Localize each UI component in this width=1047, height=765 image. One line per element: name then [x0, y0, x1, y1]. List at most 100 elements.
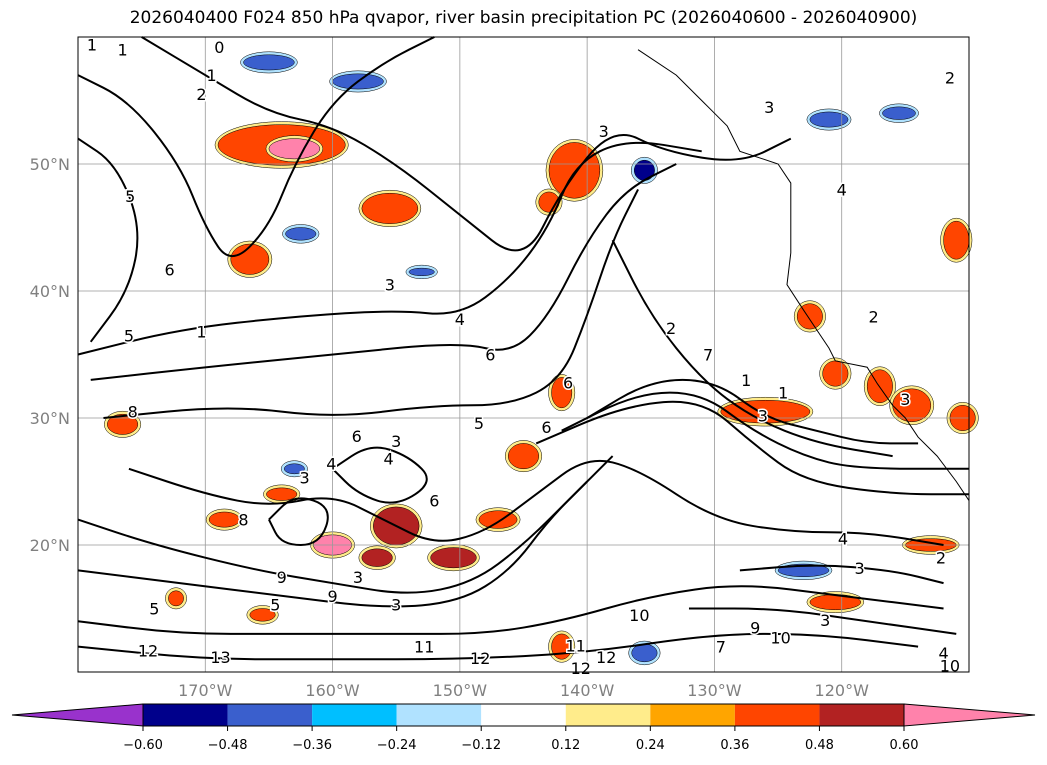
contour-label: 6 — [485, 346, 495, 365]
qvapor-contour — [586, 378, 919, 445]
contour-label: 1 — [196, 323, 206, 342]
precip-shading — [882, 106, 916, 120]
lat-tick-label: 50°N — [30, 155, 70, 174]
precip-shading — [361, 192, 419, 224]
qvapor-contour — [103, 188, 639, 419]
contour-label: 6 — [563, 373, 573, 392]
contour-label: 7 — [716, 638, 726, 657]
lon-tick-label: 160°W — [305, 681, 360, 700]
contour-label: 12 — [571, 659, 591, 678]
contour-label: 3 — [353, 568, 363, 587]
contour-label: 1 — [207, 66, 217, 85]
contour-label: 13 — [210, 648, 230, 667]
contour-label: 4 — [938, 644, 948, 663]
precip-shading — [230, 243, 270, 275]
colorbar-frame — [142, 703, 905, 727]
precip-shading — [249, 608, 276, 622]
contour-label: 5 — [124, 326, 134, 345]
precip-shading — [285, 227, 317, 241]
contour-label: 2 — [936, 549, 946, 568]
contour-label: 5 — [125, 187, 135, 206]
contour-label: 3 — [391, 596, 401, 615]
precip-shading — [266, 487, 298, 501]
precip-shading — [551, 377, 573, 409]
contour-label: 1 — [778, 384, 788, 403]
precip-shading — [892, 388, 932, 423]
contour-label: 8 — [238, 511, 248, 530]
precip-shading — [168, 590, 184, 607]
contour-label: 1 — [117, 41, 127, 60]
colorbar-extend-low — [11, 703, 144, 727]
contour-label: 10 — [629, 606, 649, 625]
lat-tick-label: 40°N — [30, 282, 70, 301]
precip-shading — [408, 267, 435, 277]
precip-shading — [631, 643, 658, 663]
qvapor-contour — [688, 607, 957, 635]
colorbar-segment — [481, 704, 566, 726]
contour-label: 7 — [703, 346, 713, 365]
contour-label: 8 — [128, 403, 138, 422]
precip-shading — [507, 443, 540, 470]
contour-label: 3 — [391, 432, 401, 451]
contour-label: 9 — [750, 619, 760, 638]
lon-tick-label: 170°W — [178, 681, 233, 700]
colorbar-segment — [227, 704, 313, 726]
contour-label: 6 — [541, 418, 551, 437]
lon-tick-label: 120°W — [815, 681, 870, 700]
colorbar-label: −0.48 — [208, 738, 248, 753]
contour-label: 3 — [758, 406, 768, 425]
qvapor-contour — [77, 141, 702, 356]
colorbar-label: 0.60 — [890, 738, 919, 753]
contour-label: 1 — [741, 371, 751, 390]
colorbar-label: 0.36 — [720, 738, 749, 753]
qvapor-contour — [77, 36, 435, 258]
colorbar-label: −0.12 — [461, 738, 501, 753]
precip-shading — [809, 111, 849, 128]
contour-label: 12 — [596, 648, 616, 667]
colorbar-label: 0.48 — [805, 738, 834, 753]
contour-label: 5 — [270, 596, 280, 615]
qvapor-contour — [90, 163, 677, 381]
colorbar-extend-high — [903, 703, 1036, 727]
colorbar-segment — [143, 704, 228, 726]
precip-shading — [243, 54, 295, 71]
contour-label: 12 — [470, 649, 490, 668]
contour-label: 1 — [87, 36, 97, 55]
colorbar-segment — [734, 704, 820, 726]
lon-tick-label: 130°W — [687, 681, 742, 700]
precip-shading — [268, 138, 321, 160]
precip-shading — [430, 547, 477, 569]
contour-label: 12 — [138, 641, 158, 660]
qvapor-contour — [535, 400, 969, 496]
colorbar-segment — [565, 704, 651, 726]
colorbar-label: 0.24 — [636, 738, 665, 753]
precip-shading — [822, 360, 849, 387]
contour-label: 2 — [666, 319, 676, 338]
contour-label: 11 — [566, 636, 586, 655]
colorbar-segment — [650, 704, 735, 726]
colorbar-segment — [396, 704, 482, 726]
precip-shading — [283, 463, 305, 475]
contour-label: 6 — [352, 427, 362, 446]
qvapor-contour — [77, 137, 139, 343]
colorbar-label: 0.12 — [551, 738, 580, 753]
contour-label: 3 — [820, 611, 830, 630]
contour-label: 9 — [277, 568, 287, 587]
precip-shading — [796, 303, 823, 330]
map-title: 2026040400 F024 850 hPa qvapor, river ba… — [129, 8, 918, 28]
colorbar-label: −0.24 — [377, 738, 417, 753]
precip-shading — [866, 369, 893, 404]
contour-label: 3 — [764, 98, 774, 117]
contour-label: 11 — [414, 638, 434, 657]
colorbar-segment — [312, 704, 397, 726]
qvapor-contour — [77, 585, 944, 635]
contour-label: 10 — [770, 629, 790, 648]
contour-label: 2 — [196, 85, 206, 104]
contour-label: 4 — [326, 455, 336, 474]
precip-shading — [633, 159, 655, 181]
qvapor-contour — [268, 497, 329, 547]
contour-label: 4 — [837, 180, 847, 199]
lat-tick-label: 20°N — [30, 536, 70, 555]
contour-label: 3 — [299, 469, 309, 488]
